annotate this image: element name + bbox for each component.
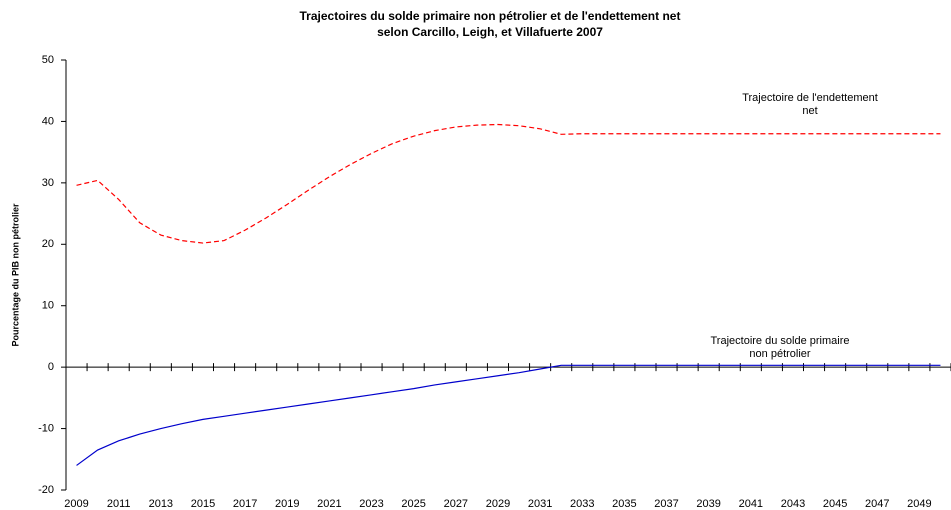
x-tick-label: 2037 [654,498,678,510]
x-tick-label: 2019 [275,498,299,510]
x-tick-label: 2011 [107,498,131,510]
chart-title: Trajectoires du solde primaire non pétro… [300,9,681,23]
x-tick-label: 2045 [823,498,847,510]
x-tick-label: 2021 [317,498,341,510]
x-tick-label: 2017 [233,498,257,510]
x-tick-label: 2039 [696,498,720,510]
x-tick-label: 2025 [401,498,425,510]
series-label: Trajectoire de l'endettement [742,92,878,104]
x-tick-label: 2033 [570,498,594,510]
y-tick-label: -20 [38,484,54,496]
y-tick-label: -10 [38,422,54,434]
y-tick-label: 50 [42,54,54,66]
x-tick-label: 2049 [907,498,931,510]
x-tick-label: 2035 [612,498,636,510]
x-tick-label: 2041 [739,498,763,510]
series-label: net [802,105,817,117]
x-tick-label: 2047 [865,498,889,510]
x-tick-label: 2023 [359,498,383,510]
data-line [76,364,941,466]
y-tick-label: 30 [42,177,54,189]
series-label: Trajectoire du solde primaire [711,335,850,347]
y-tick-label: 40 [42,115,54,127]
y-tick-label: 10 [42,300,54,312]
data-line [76,123,941,244]
y-tick-label: 0 [48,361,54,373]
y-tick-label: 20 [42,238,54,250]
x-tick-label: 2043 [781,498,805,510]
x-tick-label: 2009 [64,498,88,510]
chart-title: selon Carcillo, Leigh, et Villafuerte 20… [377,25,603,39]
x-tick-label: 2015 [191,498,215,510]
series-label: non pétrolier [749,348,810,360]
x-tick-label: 2031 [528,498,552,510]
x-tick-label: 2029 [486,498,510,510]
y-axis-label: Pourcentage du PIB non pétrolier [10,203,20,347]
x-tick-label: 2013 [149,498,173,510]
x-tick-label: 2027 [444,498,468,510]
